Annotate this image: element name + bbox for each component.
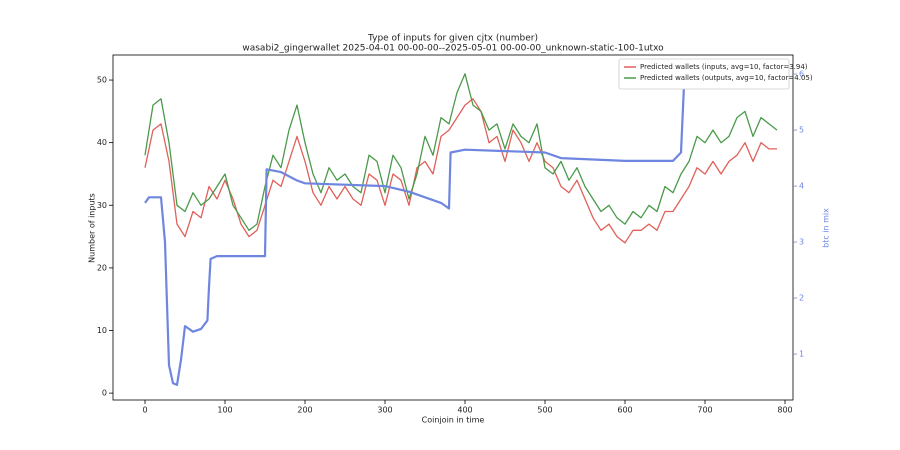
y2-tick-label: 2 [799, 294, 804, 303]
y-tick-label: 30 [97, 201, 107, 210]
legend-label: Predicted wallets (inputs, avg=10, facto… [640, 63, 808, 71]
x-tick-label: 800 [777, 406, 792, 415]
plot-frame [112, 54, 794, 401]
y2-axis-label: btc in mix [822, 208, 831, 248]
series-line [144, 98, 777, 244]
legend-label: Predicted wallets (outputs, avg=10, fact… [640, 74, 813, 82]
x-tick-label: 0 [142, 406, 147, 415]
x-tick-label: 400 [457, 406, 472, 415]
x-tick-label: 700 [697, 406, 712, 415]
series-line [144, 73, 778, 231]
x-tick-label: 300 [377, 406, 392, 415]
x-tick-label: 500 [537, 406, 552, 415]
y-tick-label: 50 [97, 76, 107, 85]
y2-tick-label: 5 [799, 126, 804, 135]
chart-title: Type of inputs for given cjtx (number) [367, 34, 538, 44]
y2-tick-label: 6 [799, 70, 804, 79]
x-tick-label: 200 [297, 406, 312, 415]
y-tick-label: 40 [97, 138, 107, 147]
y-tick-label: 0 [102, 389, 107, 398]
y2-tick-label: 1 [799, 350, 804, 359]
y-tick-label: 10 [97, 326, 107, 335]
x-tick-label: 600 [617, 406, 632, 415]
y-tick-label: 20 [97, 263, 107, 272]
x-tick-label: 100 [217, 406, 232, 415]
legend-box [618, 58, 790, 90]
y2-tick-label: 3 [799, 238, 804, 247]
chart-subtitle: wasabi2_gingerwallet 2025-04-01 00-00-00… [242, 44, 664, 54]
x-axis-label: Coinjoin in time [422, 416, 485, 425]
series-line [144, 62, 687, 386]
y-axis-label: Number of inputs [88, 193, 97, 263]
y2-tick-label: 4 [799, 182, 804, 191]
